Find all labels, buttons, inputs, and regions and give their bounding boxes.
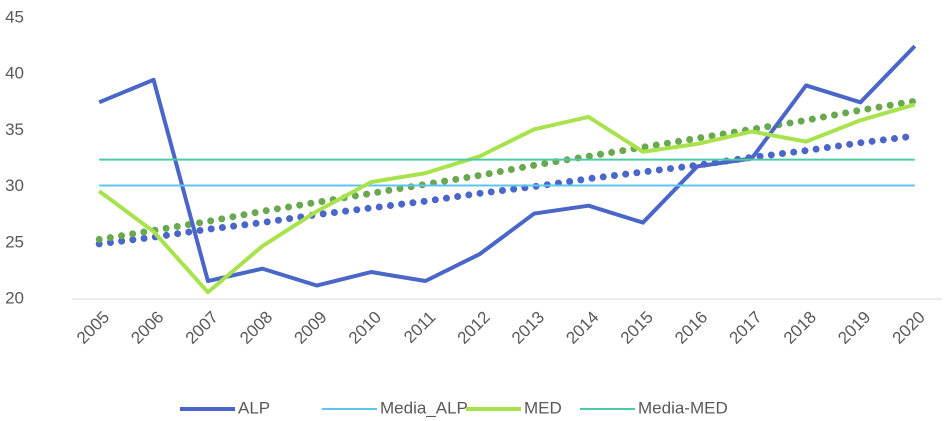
x-tick-label: 2010 (345, 308, 385, 348)
x-tick-label: 2014 (562, 308, 602, 348)
x-tick-label: 2006 (127, 308, 167, 348)
x-tick-label: 2015 (617, 308, 657, 348)
y-tick-label: 20 (5, 288, 24, 307)
x-tick-label: 2018 (780, 308, 820, 348)
x-tick-label: 2019 (834, 308, 874, 348)
x-tick-label: 2017 (726, 308, 766, 348)
legend-label: ALP (238, 398, 270, 417)
y-tick-label: 30 (5, 176, 24, 195)
x-tick-label: 2008 (236, 308, 276, 348)
series-line (97, 102, 916, 295)
y-tick-label: 45 (5, 7, 24, 26)
y-tick-label: 25 (5, 232, 24, 251)
x-tick-label: 2012 (454, 308, 494, 348)
x-tick-label: 2020 (889, 308, 929, 348)
y-tick-label: 35 (5, 120, 24, 139)
y-tick-label: 40 (5, 64, 24, 83)
x-tick-label: 2007 (182, 308, 222, 348)
legend-label: Media_ALP (380, 398, 468, 417)
x-tick-label: 2013 (508, 308, 548, 348)
trendline (95, 132, 919, 248)
x-tick-label: 2005 (73, 308, 113, 348)
x-tick-label: 2016 (671, 308, 711, 348)
legend-label: Media-MED (638, 398, 728, 417)
x-tick-label: 2009 (291, 308, 331, 348)
legend-label: MED (524, 398, 562, 417)
series-line (98, 44, 917, 288)
trendline (95, 97, 919, 243)
x-tick-label: 2011 (400, 308, 439, 347)
